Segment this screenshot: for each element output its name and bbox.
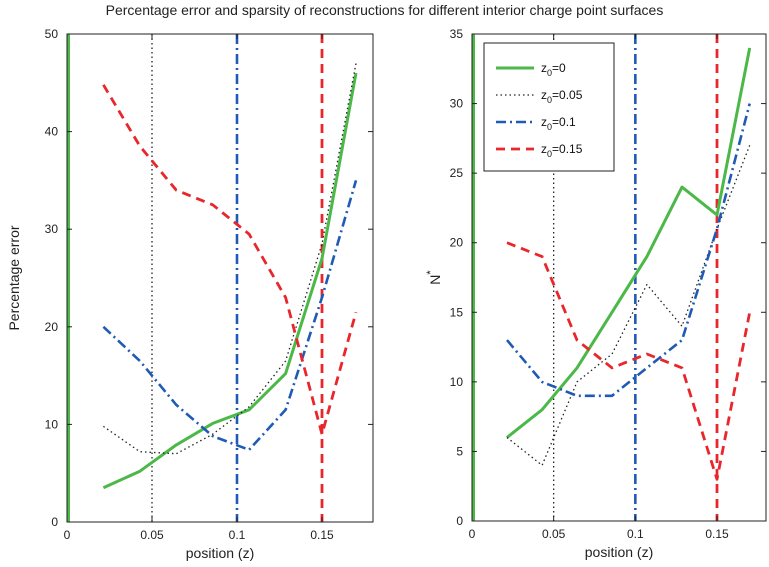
legend-label-value: =0 bbox=[552, 61, 566, 75]
x-axis-label: position (z) bbox=[585, 544, 653, 560]
chart-panel-1: 0 0.05 0.1 0.15 0 10 20 30 40 50 position (z) Perce… bbox=[6, 27, 374, 561]
y-axis-label-superscript: * bbox=[425, 270, 437, 275]
chart-panel-2: 0 0.05 0.1 0.15 0 5 10 15 20 25 30 35 position (z) N*… bbox=[425, 27, 767, 560]
legend-label-base: z bbox=[541, 88, 547, 102]
x-tick-label: 0.15 bbox=[310, 528, 334, 542]
x-tick-label: 0 bbox=[469, 527, 476, 541]
x-tick-label: 0.1 bbox=[627, 527, 644, 541]
legend-label-z0-0: z0=0 bbox=[541, 61, 566, 78]
legend-label-z0-0-1: z0=0.1 bbox=[541, 115, 576, 132]
y-tick-label: 25 bbox=[450, 166, 464, 180]
y-tick-label: 10 bbox=[45, 417, 59, 431]
figure-title: Percentage error and sparsity of reconst… bbox=[105, 2, 664, 18]
y-tick-label: 10 bbox=[450, 375, 464, 389]
series-line-z0-0-15 bbox=[102, 84, 358, 436]
series-line-z0-0-05 bbox=[506, 145, 751, 466]
legend-label-value: =0.15 bbox=[552, 142, 583, 156]
legend-label-base: z bbox=[541, 142, 547, 156]
series-line-z0-0-1 bbox=[506, 103, 751, 398]
y-tick-label: 5 bbox=[456, 444, 463, 458]
legend-label-z0-0-05: z0=0.05 bbox=[541, 88, 583, 105]
x-tick-label: 0.1 bbox=[229, 528, 246, 542]
legend-label-z0-0-15: z0=0.15 bbox=[541, 142, 583, 159]
y-tick-label: 30 bbox=[450, 97, 464, 111]
legend-label-value: =0.1 bbox=[552, 115, 576, 129]
y-tick-label: 0 bbox=[456, 514, 463, 528]
x-axis-label: position (z) bbox=[186, 545, 254, 561]
x-tick-label: 0.15 bbox=[705, 527, 729, 541]
y-tick-label: 20 bbox=[45, 320, 59, 334]
x-tick-label: 0.05 bbox=[542, 527, 566, 541]
y-tick-label: 35 bbox=[450, 27, 464, 41]
series-line-z0-0 bbox=[102, 72, 358, 490]
x-tick-label: 0 bbox=[64, 528, 71, 542]
series-line-z0-0-05 bbox=[103, 63, 357, 455]
y-tick-label: 15 bbox=[450, 305, 464, 319]
legend-label-base: z bbox=[541, 115, 547, 129]
y-axis-label-text: N bbox=[427, 275, 443, 285]
axes-frame bbox=[66, 33, 374, 523]
y-axis-label: Percentage error bbox=[6, 225, 22, 330]
x-tick-label: 0.05 bbox=[140, 528, 164, 542]
legend-label-subscript: 0 bbox=[547, 68, 552, 78]
series-line-z0-0-1 bbox=[102, 180, 358, 452]
legend-label-subscript: 0 bbox=[547, 149, 552, 159]
legend-label-subscript: 0 bbox=[547, 122, 552, 132]
legend-label-value: =0.05 bbox=[552, 88, 583, 102]
legend-label-subscript: 0 bbox=[547, 95, 552, 105]
y-tick-label: 20 bbox=[450, 236, 464, 250]
y-tick-label: 0 bbox=[51, 515, 58, 529]
y-tick-label: 30 bbox=[45, 222, 59, 236]
axes-frame bbox=[471, 33, 767, 522]
legend-box bbox=[483, 42, 615, 172]
y-tick-label: 50 bbox=[45, 27, 59, 41]
legend-label-base: z bbox=[541, 61, 547, 75]
y-tick-label: 40 bbox=[45, 125, 59, 139]
y-axis-label-text: Percentage error bbox=[6, 225, 22, 330]
series-line-z0-0-15 bbox=[506, 241, 752, 481]
y-axis-label: N* bbox=[425, 270, 443, 285]
series-line-z0-0 bbox=[506, 47, 752, 439]
